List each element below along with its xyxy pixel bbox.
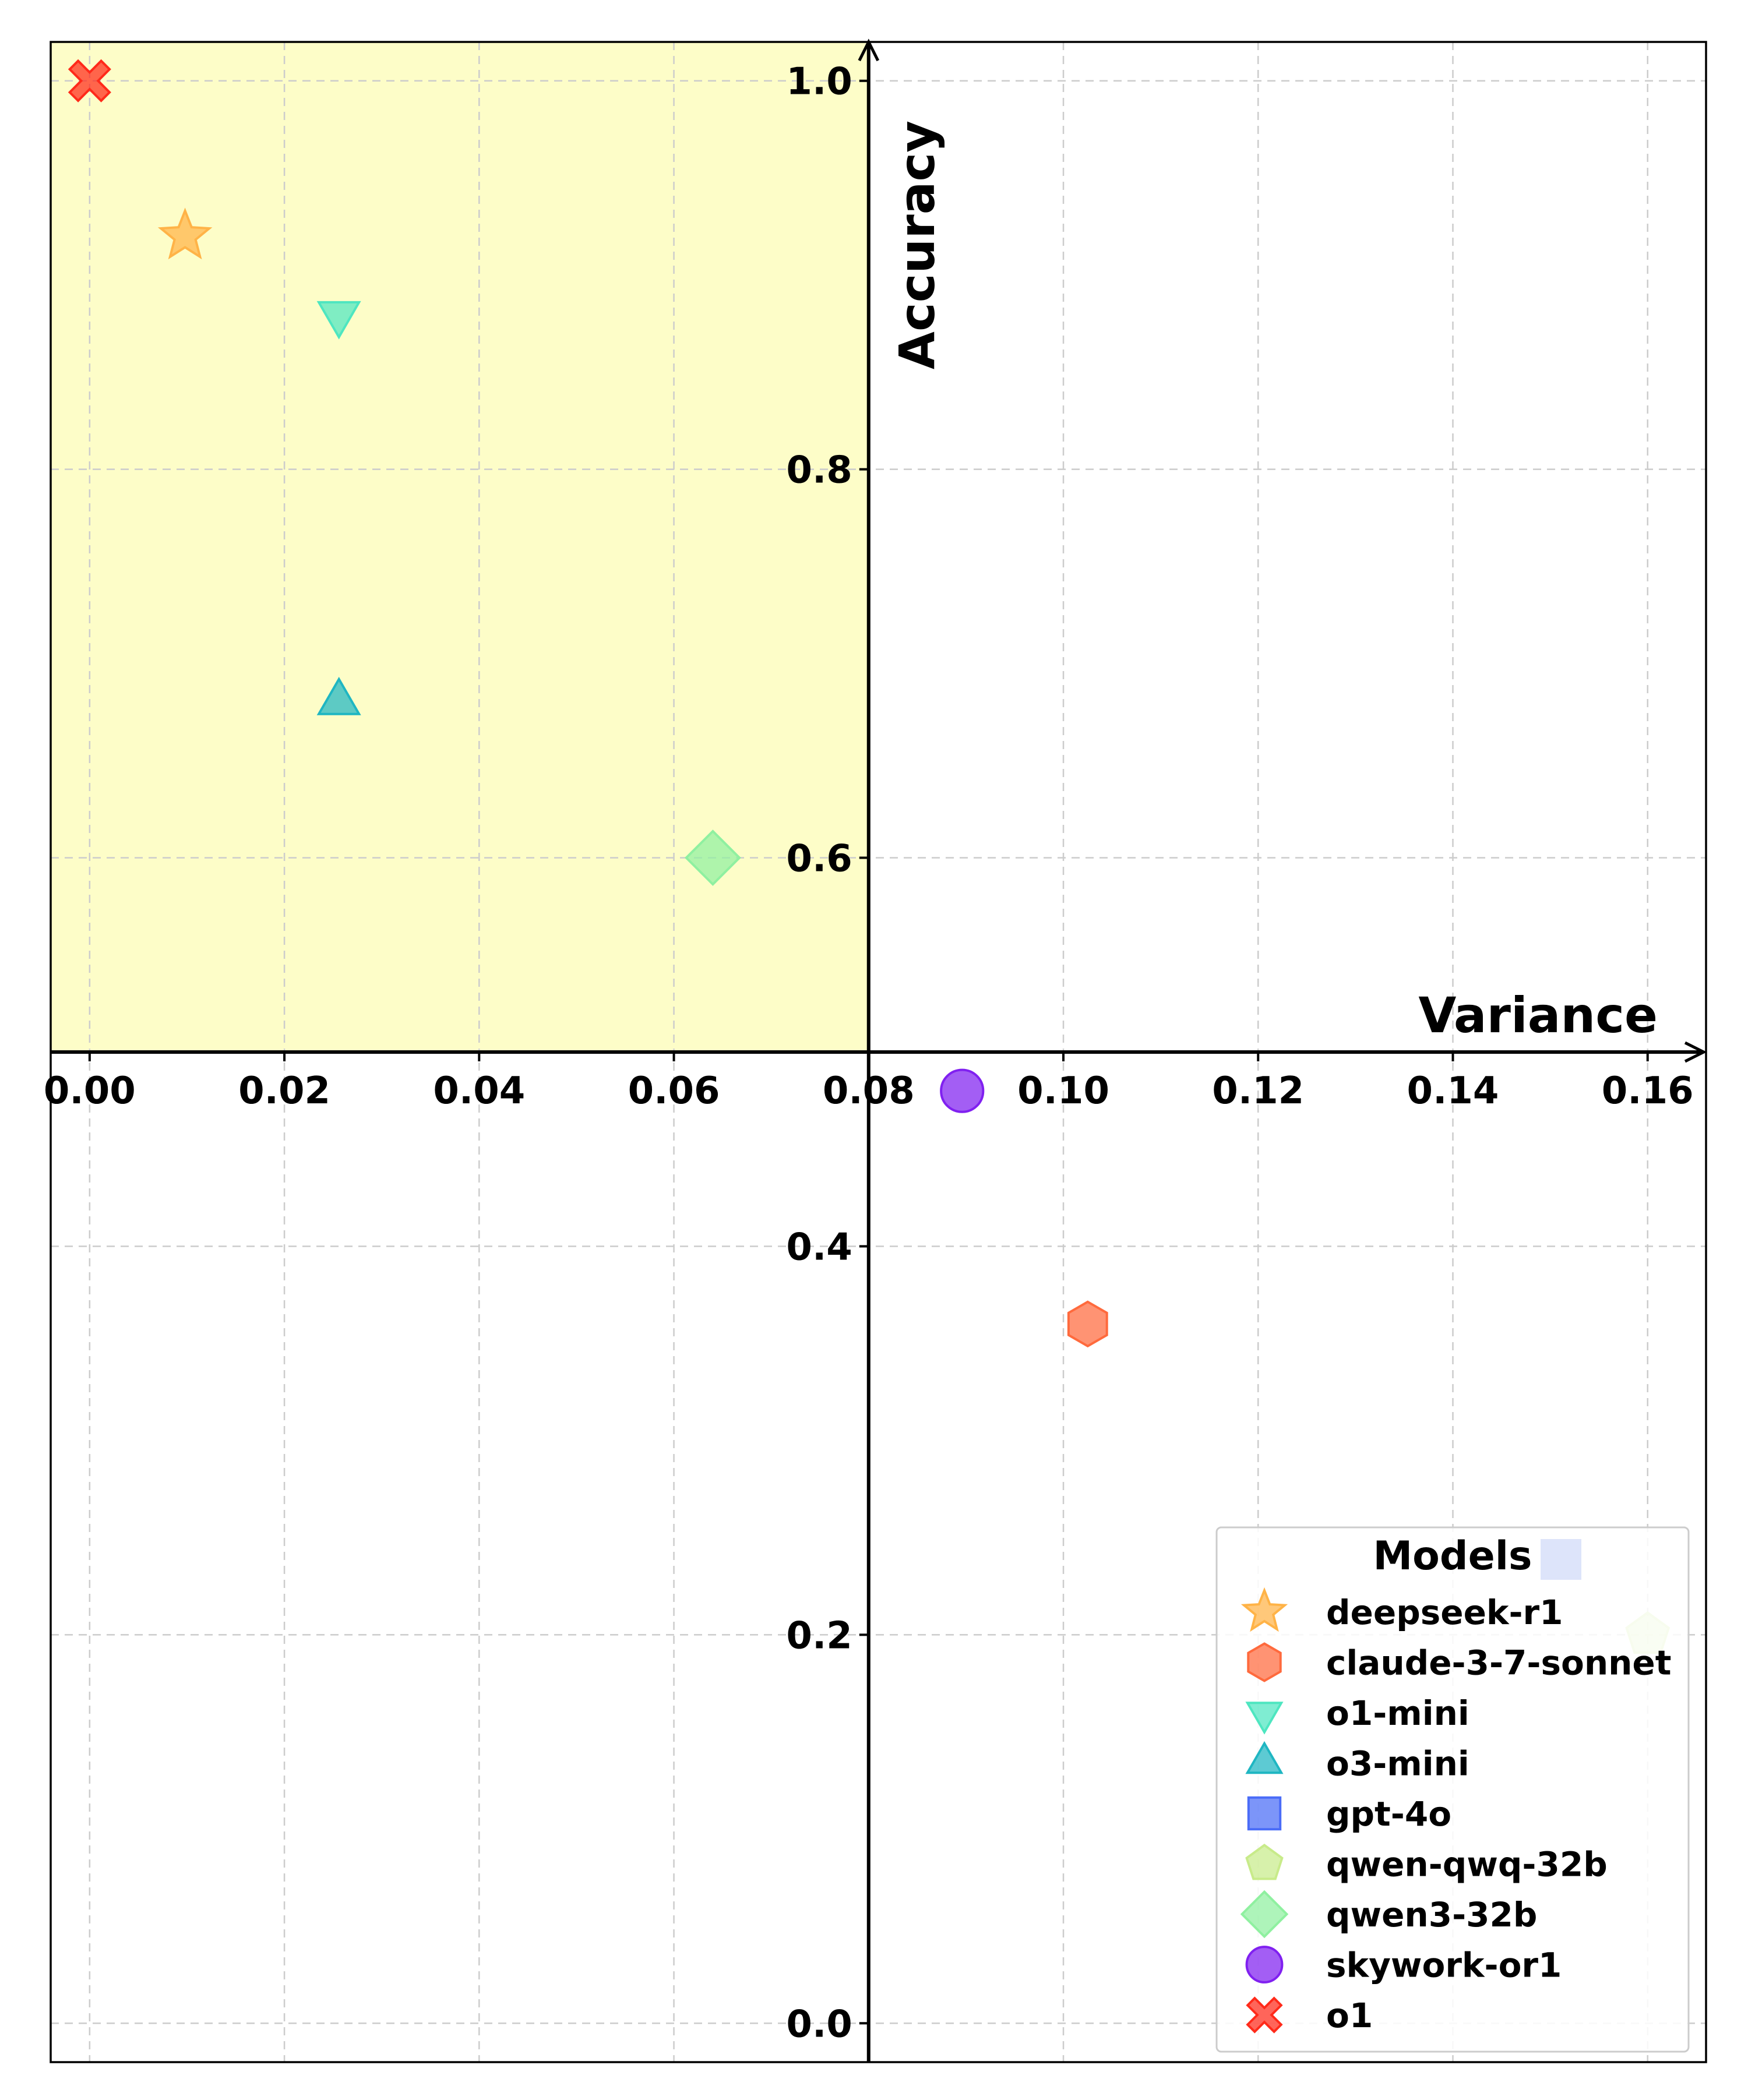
legend: Models deepseek-r1 claude-3-7-sonnet o1-mi…: [1215, 1526, 1690, 2053]
y-tick-label: 0.4: [786, 1226, 852, 1269]
x-tick-label: 0.16: [1602, 1070, 1694, 1113]
legend-marker-o1: [1246, 1996, 1283, 2034]
point-deepseek-r1: [157, 207, 213, 260]
x-tick-label: 0.06: [628, 1070, 720, 1113]
y-tick-label: 0.8: [786, 449, 852, 492]
legend-marker-gpt-4o: [1247, 1796, 1282, 1831]
point-skywork-or1: [940, 1068, 985, 1113]
y-tick-label: 0.0: [786, 2003, 852, 2046]
y-tick-labels: 0.0 0.2 0.4 0.6 0.8 1.0: [786, 61, 869, 2046]
x-tick-label: 0.14: [1407, 1070, 1499, 1113]
legend-label: qwen-qwq-32b: [1326, 1845, 1608, 1884]
legend-marker-o3-mini: [1245, 1741, 1284, 1774]
legend-label: gpt-4o: [1326, 1794, 1451, 1834]
legend-box: [1215, 1526, 1690, 2053]
legend-label: o1: [1326, 1996, 1373, 2035]
legend-title-swatch: [1541, 1539, 1581, 1580]
legend-label: o3-mini: [1326, 1744, 1469, 1784]
x-axis-title: Variance: [1418, 987, 1658, 1044]
point-o3-mini: [316, 676, 361, 715]
legend-marker-o1-mini: [1245, 1702, 1284, 1735]
legend-marker-qwen-qwq-32b: [1245, 1844, 1284, 1880]
legend-marker-skywork-or1: [1245, 1946, 1284, 1983]
legend-items: deepseek-r1 claude-3-7-sonnet o1-mini o3-mi…: [1240, 1587, 1672, 2035]
x-tick-labels: 0.00 0.02 0.04 0.06 0.08 0.10 0.12 0.14 0.16: [44, 1052, 1694, 1113]
x-tick-label: 0.08: [823, 1070, 915, 1113]
point-claude-3-7-sonnet: [1067, 1300, 1108, 1348]
legend-label: claude-3-7-sonnet: [1326, 1643, 1672, 1683]
legend-marker-qwen3-32b: [1240, 1890, 1289, 1939]
legend-title: Models: [1373, 1533, 1532, 1579]
y-tick-label: 0.6: [786, 838, 852, 881]
y-tick-label: 1.0: [786, 61, 852, 104]
point-o1-mini: [316, 301, 361, 340]
legend-marker-deepseek-r1: [1240, 1587, 1288, 1632]
legend-label: deepseek-r1: [1326, 1593, 1563, 1632]
x-tick-label: 0.12: [1212, 1070, 1304, 1113]
y-axis-arrow: [858, 38, 880, 62]
legend-label: o1-mini: [1326, 1693, 1469, 1733]
x-tick-label: 0.04: [433, 1070, 525, 1113]
x-axis-arrow: [1684, 1041, 1707, 1063]
legend-label: skywork-or1: [1326, 1946, 1562, 1985]
x-tick-label: 0.00: [44, 1070, 136, 1113]
point-qwen3-32b: [684, 830, 741, 886]
legend-marker-claude-3-7-sonnet: [1247, 1642, 1282, 1682]
highlight-region: [51, 42, 869, 1052]
x-tick-label: 0.10: [1017, 1070, 1109, 1113]
x-tick-label: 0.02: [238, 1070, 330, 1113]
y-axis-title: Accuracy: [889, 121, 946, 369]
point-o1: [68, 59, 111, 103]
legend-label: qwen3-32b: [1326, 1895, 1537, 1935]
y-tick-label: 0.2: [786, 1614, 852, 1657]
